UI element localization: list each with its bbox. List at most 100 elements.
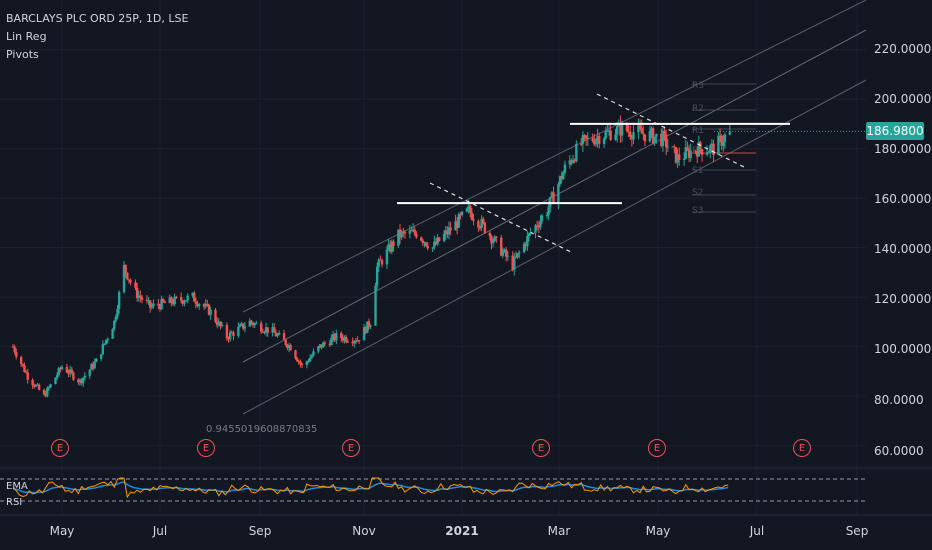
candle-body [37,384,41,390]
earnings-marker[interactable]: E [793,439,811,457]
candle-body [615,125,619,135]
y-tick-label: 160.0000 [874,192,932,206]
candle-body [15,352,18,357]
candle-body [129,280,132,283]
last-price-tag: 186.9800 [866,122,924,140]
candle-body [13,346,16,353]
candle-body [60,366,64,370]
chart-legend: BARCLAYS PLC ORD 25P, 1D, LSE Lin Reg Pi… [6,10,188,64]
candle-body [287,345,291,348]
candle-body [24,371,28,373]
candle-body [580,143,583,145]
candle-body [335,332,338,341]
candle-body [312,351,315,356]
candle-body [19,356,23,364]
candle-body [276,334,279,337]
candle-body [251,322,255,326]
candle-body [397,229,400,246]
candle-body [277,333,281,335]
candle-body [625,123,629,131]
candle-body [674,147,678,163]
candle-body [506,255,509,257]
candle-body [676,154,679,163]
candle-body [709,145,712,152]
candle-body [598,136,601,144]
candle-body [684,147,687,159]
candle-body [420,237,423,241]
candle-body [648,131,652,142]
candle-body [93,362,96,369]
candle-body [209,309,212,315]
candle-body [42,389,46,395]
candle-body [387,244,390,250]
candle-body [271,327,274,333]
candle-body [104,340,108,344]
indicator-lin-reg[interactable]: Lin Reg [6,30,47,43]
candle-body [68,369,72,374]
earnings-marker[interactable]: E [197,439,215,457]
candle-body [295,358,299,362]
candle-body [80,379,83,384]
x-tick-label: May [645,524,671,538]
candle-body [718,135,722,137]
x-tick-label: Sep [845,524,869,538]
candle-body [184,300,188,302]
symbol-title: BARCLAYS PLC ORD 25P, 1D, LSE [6,12,189,25]
candle-body [113,320,116,330]
candle-body [527,233,531,236]
candle-body [710,143,714,146]
candle-body [640,128,643,134]
candle-body [596,136,599,140]
candle-body [400,231,403,238]
candle-body [398,229,402,238]
candle-body [145,299,149,301]
candle-body [135,287,139,298]
y-tick-label: 100.0000 [874,342,932,356]
candle-body [514,256,518,258]
candle-body [413,229,416,234]
candle-body [490,235,493,244]
candle-body [552,192,555,203]
candle-body [57,368,60,376]
candle-body [446,230,449,235]
candle-body [424,242,428,246]
candle-body [457,214,460,228]
candle-body [90,364,93,370]
candle-body [720,135,723,146]
candle-body [250,320,253,323]
earnings-marker[interactable]: E [51,439,69,457]
regression-channel-line [242,79,867,415]
candle-body [653,136,656,144]
candle-body [403,231,407,234]
indicator-pivots[interactable]: Pivots [6,48,39,61]
candle-body [114,316,118,321]
candle-body [227,338,230,340]
candle-body [411,229,415,232]
candle-body [671,146,674,148]
candle-body [194,301,198,304]
candle-body [253,323,256,326]
candle-body [117,292,121,309]
earnings-marker[interactable]: E [342,439,360,457]
candle-body [495,236,498,238]
candle-body [379,259,382,261]
candle-body [111,329,114,339]
candle-body [78,379,82,383]
pivot-label: S2 [692,188,704,198]
candle-body [642,133,645,135]
earnings-marker[interactable]: E [648,439,666,457]
candle-body [193,292,196,302]
candle-body [127,279,131,281]
candle-body [214,309,217,322]
candle-body [367,321,371,327]
candle-body [282,333,286,340]
candle-body [575,143,578,162]
candle-body [591,137,594,141]
candle-body [482,219,485,223]
candle-body [593,140,596,145]
candle-body [723,134,727,143]
candle-body [318,344,322,347]
earnings-marker[interactable]: E [532,439,550,457]
candle-body [700,149,704,156]
